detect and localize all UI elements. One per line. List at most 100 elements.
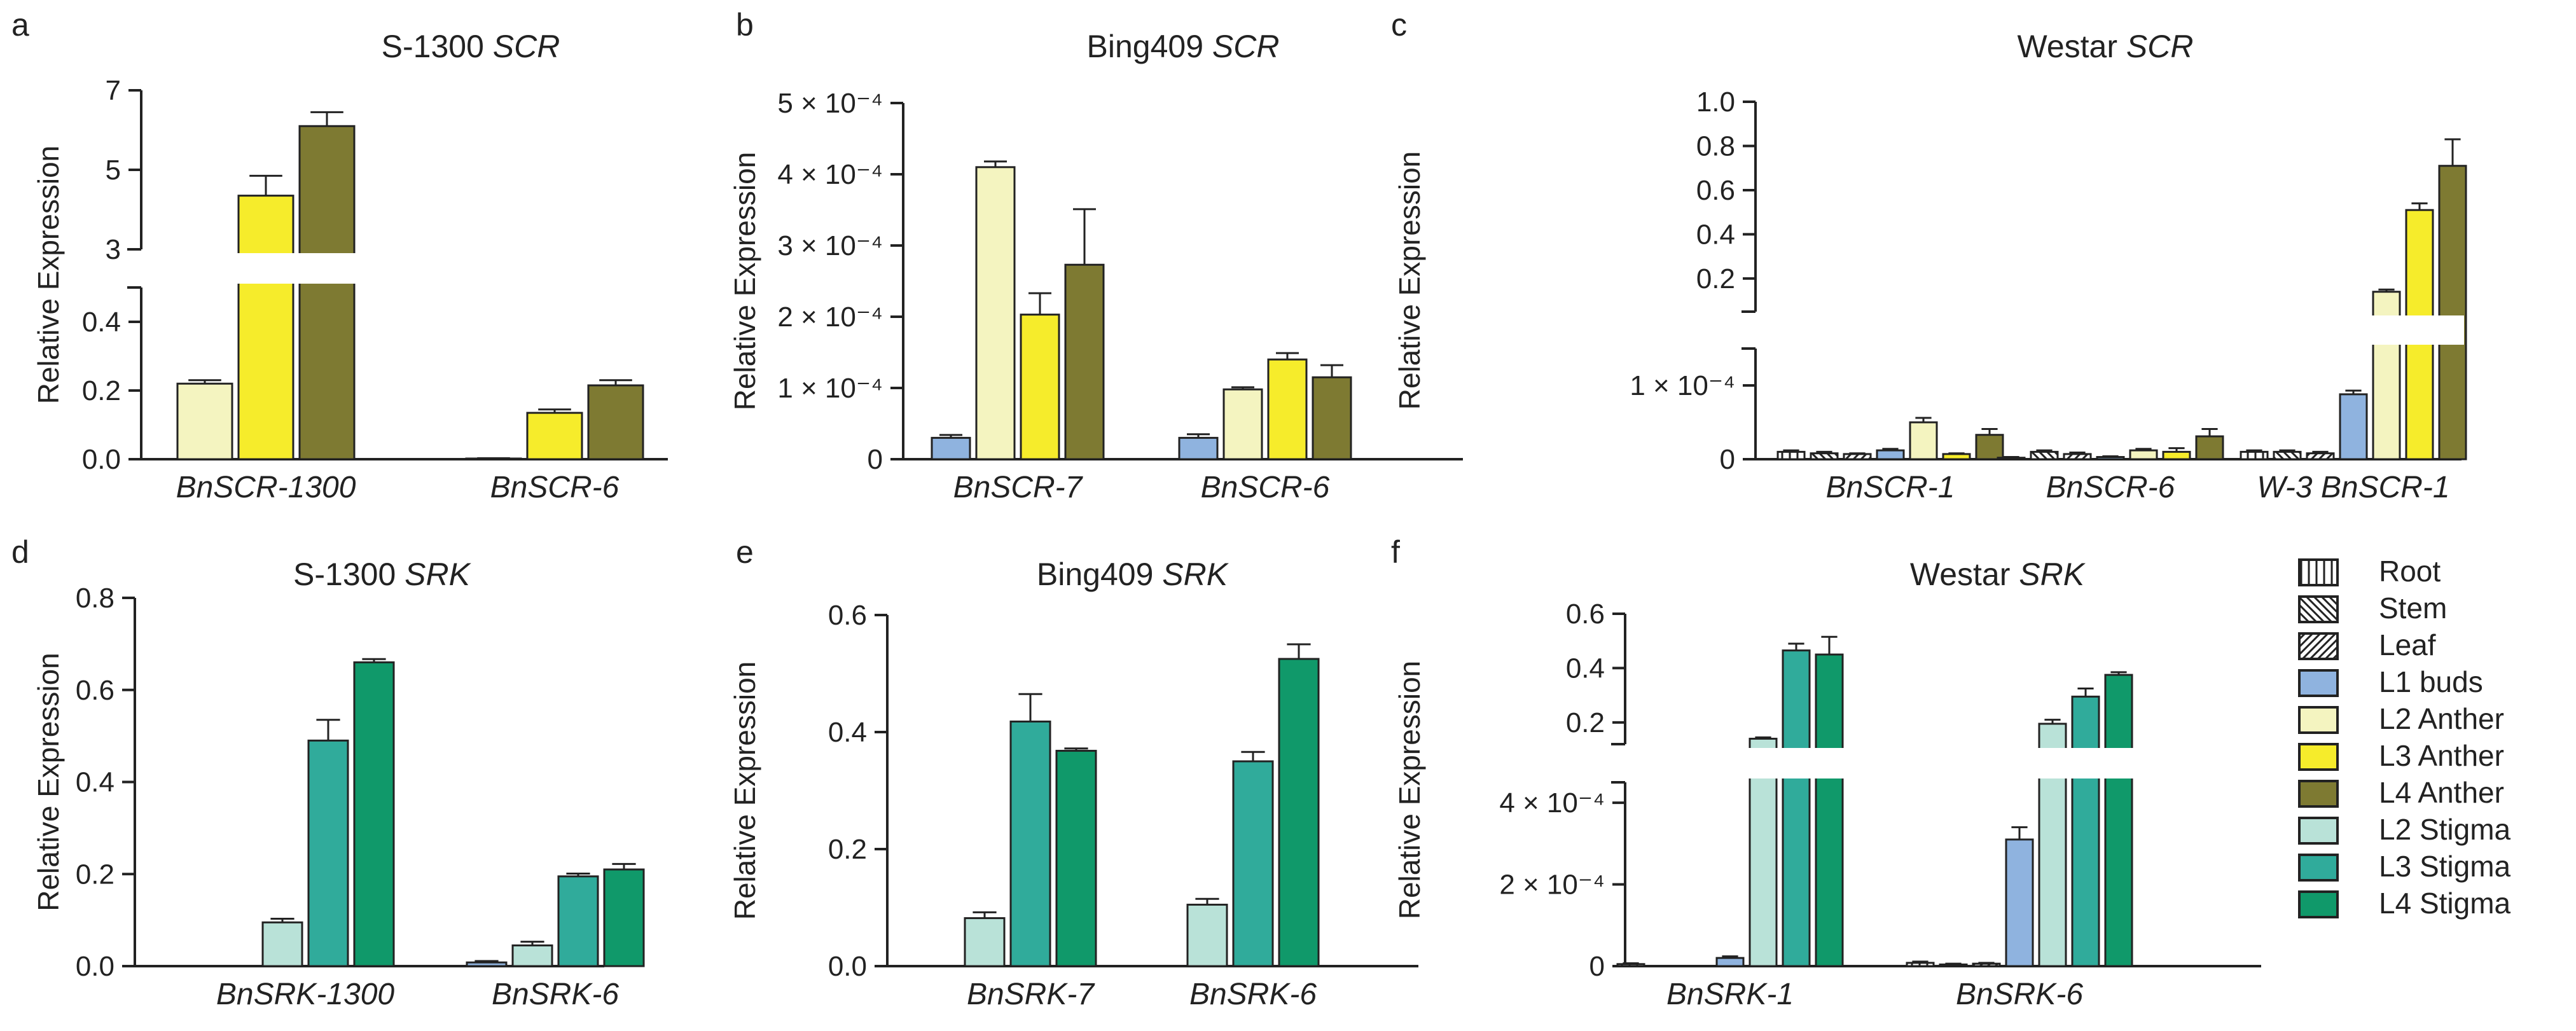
bar (1909, 421, 1938, 460)
chart-title-space (1153, 557, 1162, 592)
legend-swatch (2298, 890, 2339, 918)
bar (511, 944, 553, 967)
legend-label: Stem (2379, 592, 2447, 625)
bars (261, 658, 645, 967)
bar (1312, 376, 1352, 460)
legend-item: L1 buds (2298, 665, 2483, 698)
chart-title-gene: SRK (1162, 557, 1229, 592)
axis-break-gap (144, 253, 670, 284)
bar (466, 961, 508, 967)
x-category-label: BnSRK-7 (967, 978, 1095, 1011)
bar (1843, 453, 1872, 460)
chart-title-space (1203, 29, 1212, 64)
bar (261, 921, 303, 967)
bar (237, 195, 294, 460)
bars (931, 160, 1352, 460)
chart-title: S-1300 SRK (293, 557, 472, 592)
legend-item: Leaf (2298, 628, 2436, 661)
bar (307, 739, 349, 967)
chart-title: Westar SRK (1910, 557, 2086, 592)
legend-label: L2 Stigma (2379, 813, 2511, 846)
legend-swatch (2298, 780, 2339, 808)
bar (1776, 450, 1806, 460)
axes: 0.0 0.2 0.4 3 5 7 (82, 75, 668, 475)
y-tick-label: 0.4 (828, 717, 867, 748)
bar (2195, 435, 2224, 460)
x-category-label: BnSRK-1 (1666, 978, 1794, 1011)
bar (298, 125, 356, 460)
y-tick-label: 0.6 (828, 600, 867, 631)
y-tick-label: 3 × 10⁻⁴ (777, 230, 883, 261)
bar (2063, 453, 2092, 460)
panel-e: e Bing409 SRK Relative Expression 0.0 0.2 0.4… (728, 534, 1418, 1011)
bar (1222, 388, 1263, 460)
y-tick-label: 2 × 10⁻⁴ (777, 301, 883, 333)
legend-item: Stem (2298, 592, 2447, 625)
y-tick-label: 7 (106, 75, 121, 106)
chart-title: S-1300 SCR (382, 29, 560, 64)
x-category-label: W-3 BnSCR-1 (2257, 471, 2449, 504)
bar (557, 875, 599, 967)
legend-item: L3 Stigma (2298, 850, 2511, 883)
y-axis-label: Relative Expression (1393, 661, 1426, 920)
bar (1782, 649, 1811, 967)
legend-swatch (2298, 595, 2339, 623)
bar (1267, 358, 1308, 460)
y-tick-label: 0.8 (1696, 130, 1735, 162)
y-tick-label: 2 × 10⁻⁴ (1499, 869, 1605, 901)
legend-label: L3 Stigma (2379, 850, 2511, 883)
legend-swatch (2298, 632, 2339, 660)
bar (1997, 457, 2026, 460)
bar (2162, 450, 2191, 460)
x-category-label: BnSCR-1300 (176, 471, 356, 504)
legend-item: L2 Anther (2298, 702, 2504, 735)
y-axis-label: Relative Expression (728, 152, 761, 411)
y-tick-label: 0.0 (76, 951, 114, 982)
chart-title: Westar SCR (2018, 29, 2194, 64)
bars (964, 643, 1320, 967)
y-tick-label: 0.6 (1696, 175, 1735, 206)
bar (1055, 749, 1097, 967)
x-category-label: BnSRK-1300 (216, 978, 394, 1011)
x-category-label: BnSCR-6 (1201, 471, 1330, 504)
panel-b: b Bing409 SCR Relative Expression 0 1 × 10⁻⁴… (728, 7, 1463, 504)
axis-break-gap (1758, 315, 2464, 345)
chart-title-space (2117, 29, 2126, 64)
bar (1715, 957, 1745, 967)
legend-swatch (2298, 706, 2339, 734)
bar (1009, 720, 1051, 967)
chart-title-gene: SCR (493, 29, 560, 64)
axes: 0 1 × 10⁻⁴ 0.2 0.4 0.6 0.8 1.0 (1630, 86, 2462, 475)
y-tick-label: 0.0 (82, 444, 121, 475)
legend-item: L4 Anther (2298, 776, 2504, 809)
y-tick-label: 0.2 (1566, 707, 1605, 738)
y-tick-label: 1 × 10⁻⁴ (1630, 370, 1735, 401)
bar (1810, 452, 1839, 460)
bar (603, 868, 645, 967)
bar (975, 166, 1016, 460)
chart-title-gene: SCR (2126, 29, 2194, 64)
bar (2339, 393, 2368, 460)
bar (2030, 450, 2059, 460)
bar (2273, 450, 2302, 460)
chart-title-sample: Westar (1910, 557, 2010, 592)
bars (176, 111, 644, 460)
y-axis-label: Relative Expression (32, 146, 65, 405)
x-category-label: BnSRK-6 (1189, 978, 1317, 1011)
legend-label: L1 buds (2379, 665, 2483, 698)
bars (1776, 138, 2467, 460)
x-category-label: BnSCR-6 (2046, 471, 2175, 504)
panel-letter: b (736, 7, 754, 43)
panel-letter: d (11, 534, 29, 570)
y-tick-label: 4 × 10⁻⁴ (1499, 787, 1605, 819)
axis-break-gap (1628, 748, 2264, 778)
chart-title-sample: Bing409 (1087, 29, 1204, 64)
chart-title-space (396, 557, 405, 592)
y-tick-label: 0.6 (1566, 599, 1605, 630)
bar (1020, 314, 1060, 460)
y-tick-label: 1.0 (1696, 86, 1735, 118)
